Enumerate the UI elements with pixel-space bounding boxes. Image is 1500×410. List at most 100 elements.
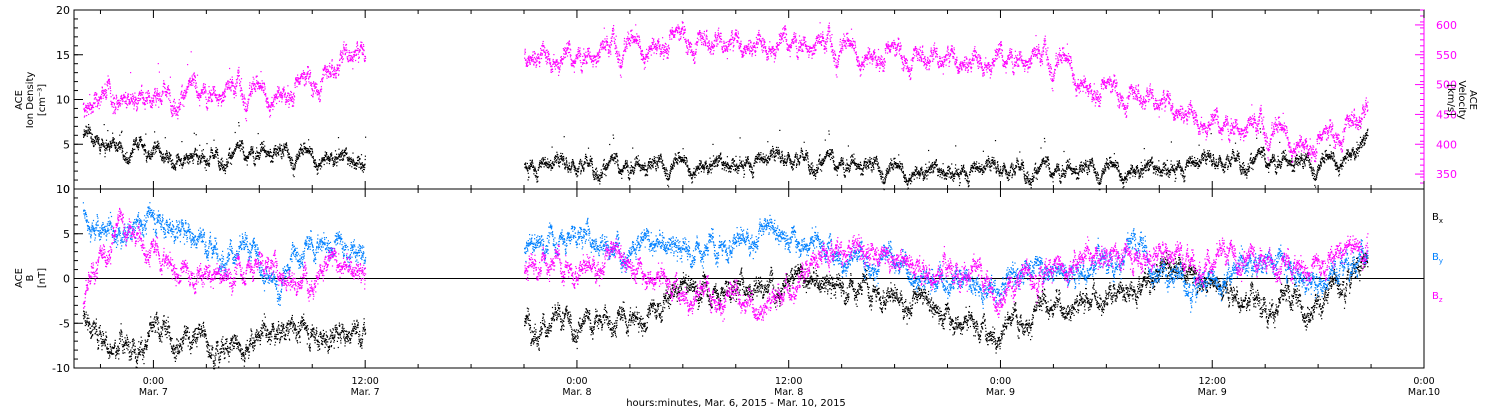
density-series-point: [1121, 177, 1123, 179]
density-series-point: [872, 162, 874, 164]
density-series-point: [205, 161, 207, 163]
density-series-point: [871, 162, 874, 164]
density-series-point: [282, 149, 284, 151]
density-series-point: [201, 152, 203, 155]
density-series-point: [103, 124, 105, 126]
density-series-point: [205, 169, 207, 171]
density-series-point: [100, 143, 102, 145]
density-series-point: [996, 166, 999, 168]
density-series-point: [143, 143, 146, 145]
density-series-point: [596, 174, 598, 176]
density-series-point: [235, 146, 237, 148]
density-series-point: [542, 159, 545, 161]
density-series-point: [313, 159, 315, 161]
density-series-point: [273, 150, 275, 152]
density-series-point: [1036, 178, 1038, 180]
density-series-point: [1118, 170, 1120, 172]
density-series-point: [631, 172, 633, 174]
density-series-point: [786, 157, 788, 159]
density-series-point: [634, 164, 637, 166]
density-series-point: [802, 154, 804, 156]
density-series-point: [820, 163, 822, 165]
density-series-point: [763, 161, 765, 163]
density-series-point: [1018, 166, 1020, 168]
density-series-point: [1059, 174, 1061, 176]
density-series-point: [871, 169, 873, 171]
density-series-point: [983, 172, 985, 174]
density-series-point: [965, 174, 967, 176]
density-series-point: [197, 163, 199, 165]
density-series-point: [651, 161, 653, 163]
density-series-point: [869, 161, 871, 164]
density-series-point: [115, 150, 117, 152]
density-series-point: [612, 156, 614, 159]
density-series-point: [979, 168, 981, 170]
density-series-point: [635, 161, 637, 163]
density-series-point: [657, 165, 659, 167]
density-series-point: [792, 169, 794, 171]
density-series-point: [1029, 180, 1031, 182]
density-series-point: [542, 160, 544, 162]
density-series-point: [887, 170, 889, 172]
density-series-point: [796, 154, 799, 156]
density-series-point: [1092, 160, 1094, 162]
density-series-point: [1057, 165, 1060, 167]
density-series-point: [629, 171, 632, 173]
density-series-point: [938, 167, 940, 169]
density-series-point: [1089, 164, 1091, 166]
density-series-point: [684, 156, 686, 158]
density-series-point: [964, 170, 966, 172]
density-series-point: [1150, 161, 1152, 163]
density-series-point: [151, 152, 153, 154]
density-series-point: [564, 167, 566, 169]
density-series-point: [271, 160, 273, 162]
density-series-point: [782, 162, 784, 164]
density-series-point: [833, 168, 835, 170]
density-series-point: [290, 159, 292, 161]
density-series-point: [1114, 166, 1116, 169]
density-series-point: [914, 169, 916, 171]
density-series-point: [240, 141, 243, 143]
density-series-point: [1054, 171, 1056, 173]
density-series-point: [526, 162, 528, 165]
density-series-point: [158, 148, 160, 150]
density-series-point: [831, 149, 833, 151]
density-series-point: [621, 173, 623, 175]
density-series-point: [176, 153, 178, 156]
density-series-point: [292, 174, 294, 176]
density-series-point: [102, 140, 104, 142]
density-series-point: [122, 147, 124, 149]
density-series-point: [1105, 163, 1107, 165]
density-series-point: [597, 177, 599, 179]
density-series-point: [533, 168, 535, 170]
density-series-point: [102, 142, 104, 144]
density-series-point: [1130, 167, 1132, 169]
density-series-point: [203, 155, 205, 157]
density-series-point: [727, 164, 729, 166]
density-series-point: [643, 166, 645, 169]
density-series-point: [525, 162, 527, 164]
density-series-point: [605, 175, 607, 177]
density-series-point: [157, 146, 159, 148]
density-series-point: [341, 154, 343, 156]
density-series-point: [308, 150, 310, 153]
density-series-point: [837, 165, 839, 167]
density-series-point: [1049, 170, 1051, 172]
density-series-point: [563, 157, 565, 159]
density-series-point: [943, 178, 945, 180]
density-series-point: [704, 164, 706, 166]
density-series-point: [791, 163, 794, 165]
density-series-point: [330, 153, 332, 155]
density-series-point: [697, 167, 699, 170]
density-series-point: [754, 161, 757, 163]
density-series-point: [665, 175, 667, 177]
density-series-point: [352, 152, 354, 154]
density-series-point: [960, 172, 962, 174]
density-series-point: [621, 168, 623, 170]
density-series-point: [294, 164, 296, 166]
density-series-point: [788, 155, 790, 157]
density-series-point: [114, 148, 116, 150]
density-series-point: [258, 156, 260, 158]
density-series-point: [902, 165, 904, 168]
density-series-point: [759, 161, 761, 163]
